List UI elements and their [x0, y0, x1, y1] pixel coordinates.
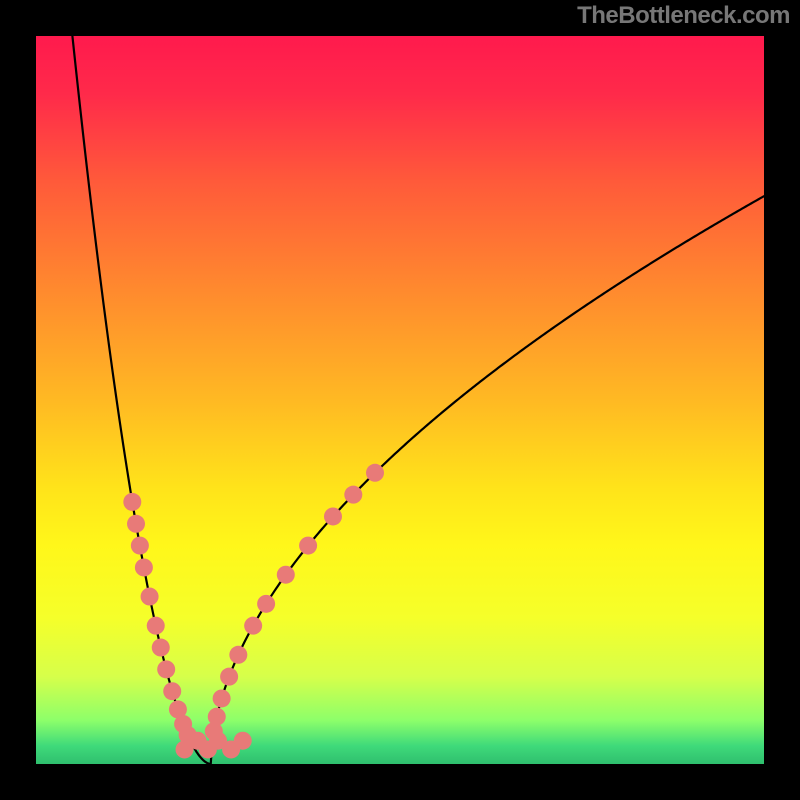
- data-point: [123, 493, 141, 511]
- data-point: [344, 486, 362, 504]
- data-point: [141, 588, 159, 606]
- data-point: [299, 537, 317, 555]
- data-point: [229, 646, 247, 664]
- data-point: [147, 617, 165, 635]
- data-point: [366, 464, 384, 482]
- data-point: [213, 689, 231, 707]
- data-point: [157, 660, 175, 678]
- data-point: [220, 668, 238, 686]
- data-point: [277, 566, 295, 584]
- data-point: [127, 515, 145, 533]
- data-point: [163, 682, 181, 700]
- chart-stage: TheBottleneck.com: [0, 0, 800, 800]
- data-point: [152, 639, 170, 657]
- data-point: [234, 732, 252, 750]
- data-point: [244, 617, 262, 635]
- chart-svg: [0, 0, 800, 800]
- data-point: [324, 507, 342, 525]
- data-point: [131, 537, 149, 555]
- watermark-text: TheBottleneck.com: [577, 2, 790, 30]
- data-point: [257, 595, 275, 613]
- plot-background: [36, 36, 764, 764]
- data-point: [135, 558, 153, 576]
